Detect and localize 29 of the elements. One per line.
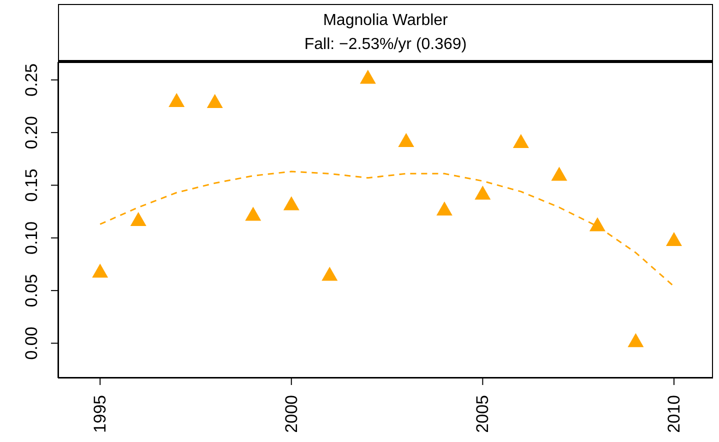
y-tick-label: 0.10 [22, 221, 41, 254]
point [322, 266, 338, 281]
line-series [99, 170, 675, 288]
point [168, 92, 185, 107]
y-tick-label: 0.00 [22, 326, 41, 360]
point [360, 70, 376, 84]
point [589, 217, 606, 232]
x-tick-label: 2005 [473, 395, 492, 433]
point [206, 94, 223, 108]
chart-subtitle: Fall: −2.53%/yr (0.369) [303, 35, 468, 55]
y-tick-label: 0.25 [22, 63, 41, 96]
point [666, 232, 682, 246]
x-tick-label: 2000 [282, 395, 301, 433]
y-tick-label: 0.15 [22, 168, 41, 202]
point [474, 186, 491, 200]
point [512, 134, 529, 148]
point [283, 196, 300, 210]
point [92, 264, 108, 278]
x-tick-label: 1995 [90, 395, 110, 433]
x-tick-label: 2010 [664, 395, 684, 433]
point [436, 201, 452, 216]
y-tick-label: 0.20 [22, 116, 41, 150]
point [398, 133, 414, 147]
point [628, 333, 644, 348]
chart-title: Magnolia Warbler [322, 11, 449, 31]
point [130, 212, 146, 226]
point [551, 166, 568, 181]
point [245, 206, 262, 221]
y-tick-label: 0.05 [22, 274, 41, 308]
